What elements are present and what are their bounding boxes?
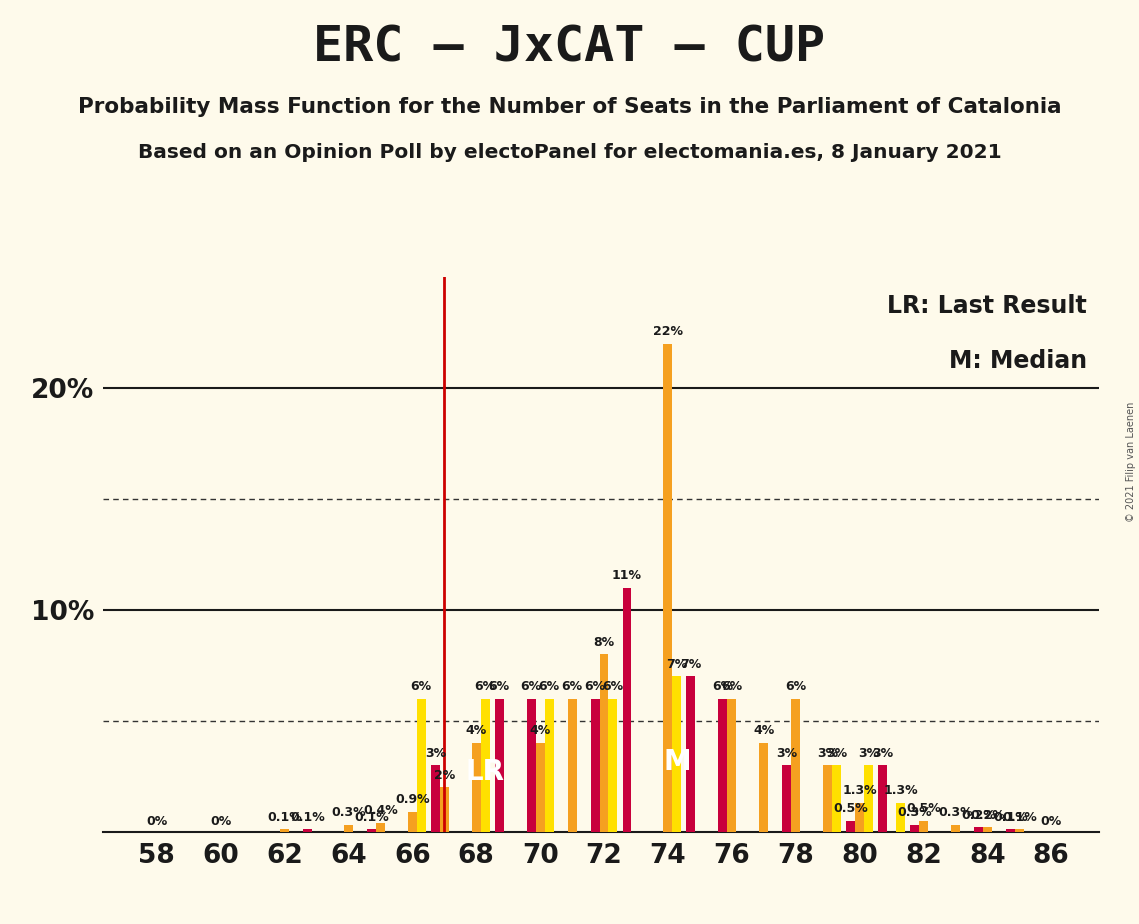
Text: 6%: 6% xyxy=(721,680,743,693)
Text: 6%: 6% xyxy=(712,680,734,693)
Text: 6%: 6% xyxy=(539,680,559,693)
Text: 1.3%: 1.3% xyxy=(842,784,877,797)
Text: 0.5%: 0.5% xyxy=(834,802,868,815)
Bar xyxy=(280,830,289,832)
Bar xyxy=(833,765,841,832)
Bar xyxy=(983,827,992,832)
Text: 0.1%: 0.1% xyxy=(354,811,388,824)
Bar xyxy=(951,825,960,832)
Text: 0.1%: 0.1% xyxy=(993,811,1027,824)
Text: LR: LR xyxy=(466,758,505,785)
Text: 0.4%: 0.4% xyxy=(363,804,398,817)
Text: 1.3%: 1.3% xyxy=(883,784,918,797)
Text: 7%: 7% xyxy=(680,658,702,671)
Text: 6%: 6% xyxy=(411,680,432,693)
Text: Based on an Opinion Poll by electoPanel for electomania.es, 8 January 2021: Based on an Opinion Poll by electoPanel … xyxy=(138,143,1001,163)
Text: © 2021 Filip van Laenen: © 2021 Filip van Laenen xyxy=(1125,402,1136,522)
Bar xyxy=(440,787,449,832)
Bar xyxy=(567,699,576,832)
Bar xyxy=(663,344,672,832)
Bar xyxy=(855,803,865,832)
Bar xyxy=(623,588,631,832)
Text: 3%: 3% xyxy=(425,747,446,760)
Bar xyxy=(591,699,599,832)
Text: 11%: 11% xyxy=(612,569,642,582)
Bar xyxy=(481,699,490,832)
Text: 7%: 7% xyxy=(666,658,688,671)
Text: 4%: 4% xyxy=(753,724,775,737)
Bar xyxy=(760,743,768,832)
Text: 0.3%: 0.3% xyxy=(331,807,366,820)
Text: 4%: 4% xyxy=(530,724,551,737)
Bar xyxy=(974,827,983,832)
Bar xyxy=(367,830,376,832)
Text: ERC – JxCAT – CUP: ERC – JxCAT – CUP xyxy=(313,23,826,71)
Bar xyxy=(608,699,617,832)
Bar xyxy=(408,811,417,832)
Bar xyxy=(719,699,728,832)
Text: LR: Last Result: LR: Last Result xyxy=(887,294,1087,318)
Text: 0.1%: 0.1% xyxy=(268,811,302,824)
Bar xyxy=(431,765,440,832)
Bar xyxy=(1006,830,1015,832)
Text: 6%: 6% xyxy=(785,680,806,693)
Text: 8%: 8% xyxy=(593,636,615,649)
Text: 3%: 3% xyxy=(776,747,797,760)
Text: 3%: 3% xyxy=(826,747,847,760)
Text: 0.3%: 0.3% xyxy=(898,807,932,820)
Bar xyxy=(472,743,481,832)
Text: 2%: 2% xyxy=(434,769,454,782)
Text: 6%: 6% xyxy=(562,680,583,693)
Bar xyxy=(672,676,681,832)
Text: 3%: 3% xyxy=(817,747,838,760)
Bar xyxy=(1015,830,1024,832)
Bar xyxy=(599,654,608,832)
Bar xyxy=(687,676,696,832)
Text: 3%: 3% xyxy=(872,747,893,760)
Bar xyxy=(535,743,544,832)
Bar xyxy=(544,699,554,832)
Text: 6%: 6% xyxy=(475,680,495,693)
Bar xyxy=(303,830,312,832)
Bar xyxy=(846,821,855,832)
Text: 22%: 22% xyxy=(653,325,683,338)
Text: 0%: 0% xyxy=(146,815,167,828)
Bar xyxy=(782,765,792,832)
Text: 0.2%: 0.2% xyxy=(970,808,1005,821)
Text: 4%: 4% xyxy=(466,724,486,737)
Text: 6%: 6% xyxy=(521,680,542,693)
Text: 6%: 6% xyxy=(603,680,623,693)
Text: 3%: 3% xyxy=(858,747,879,760)
Bar xyxy=(494,699,503,832)
Text: M: M xyxy=(663,748,690,776)
Bar xyxy=(792,699,800,832)
Text: 0.9%: 0.9% xyxy=(395,793,429,806)
Bar xyxy=(919,821,928,832)
Bar xyxy=(344,825,353,832)
Bar xyxy=(865,765,872,832)
Bar xyxy=(526,699,535,832)
Text: 0.1%: 0.1% xyxy=(290,811,325,824)
Bar xyxy=(910,825,919,832)
Text: 0.2%: 0.2% xyxy=(961,808,995,821)
Text: 0.5%: 0.5% xyxy=(906,802,941,815)
Text: 0%: 0% xyxy=(210,815,231,828)
Text: 6%: 6% xyxy=(489,680,510,693)
Bar xyxy=(417,699,426,832)
Text: 6%: 6% xyxy=(584,680,606,693)
Bar xyxy=(728,699,736,832)
Text: 0.1%: 0.1% xyxy=(1002,811,1036,824)
Bar xyxy=(376,822,385,832)
Bar xyxy=(896,803,904,832)
Bar xyxy=(823,765,833,832)
Text: 0.3%: 0.3% xyxy=(939,807,973,820)
Text: M: Median: M: Median xyxy=(949,349,1087,373)
Text: Probability Mass Function for the Number of Seats in the Parliament of Catalonia: Probability Mass Function for the Number… xyxy=(77,97,1062,117)
Bar xyxy=(878,765,887,832)
Text: 0%: 0% xyxy=(1041,815,1062,828)
